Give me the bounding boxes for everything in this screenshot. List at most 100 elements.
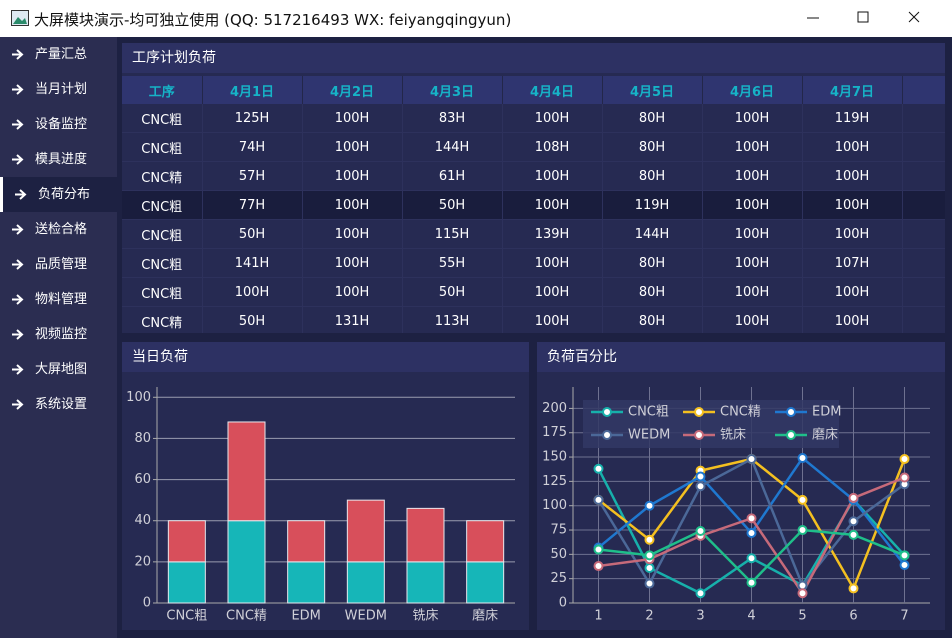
menu-item[interactable]: 大屏地图 — [0, 352, 117, 387]
table-cell: 100H — [802, 132, 903, 162]
legend-label: EDM — [812, 405, 841, 420]
table-cell: 100H — [302, 219, 403, 249]
menu-item[interactable]: 送检合格 — [0, 212, 117, 247]
table-cell: 83H — [402, 104, 503, 133]
menu-label: 系统设置 — [35, 397, 88, 412]
menu-item[interactable]: 负荷分布 — [0, 177, 117, 212]
panel-title: 当日负荷 — [122, 342, 529, 372]
menu-item[interactable]: 模具进度 — [0, 142, 117, 177]
column-header: 4月7日 — [802, 76, 903, 104]
table-cell: CNC粗 — [122, 132, 203, 162]
table-cell: CNC精 — [122, 161, 203, 191]
table-row[interactable]: CNC粗 77H 100H 50H 100H 119H 100H 100H — [122, 190, 945, 220]
window-title: 大屏模块演示-均可独立使用 (QQ: 517216493 WX: feiyang… — [34, 11, 512, 29]
point — [593, 561, 604, 572]
table-row[interactable]: CNC粗 125H 100H 83H 100H 80H 100H 119H — [122, 104, 945, 133]
bar-segment — [346, 561, 385, 604]
table-cell-empty — [902, 248, 945, 278]
table-cell-empty — [902, 219, 945, 249]
side-menu: 产量汇总 当月计划 设备监控 模具进度 负荷分布 送检合格 品质管理物料管理视频监控 大屏地图… — [0, 37, 117, 638]
line-panel: 负荷百分比 0 25 50 75 100 125 150 175 200 1 2 3 4 5 6 7 CNC粗 C… — [537, 342, 945, 630]
point — [644, 550, 655, 561]
table-cell: 139H — [502, 219, 603, 249]
table-cell: 100H — [302, 132, 403, 162]
table-cell: CNC粗 — [122, 190, 203, 220]
table-cell: CNC粗 — [122, 104, 203, 133]
table-cell: 80H — [602, 248, 703, 278]
point — [593, 463, 604, 474]
bar-segment — [466, 561, 505, 604]
table-row[interactable]: CNC精 50H 131H 113H 100H 80H 100H 100H — [122, 306, 945, 333]
table-cell: 100H — [702, 248, 803, 278]
point — [593, 494, 604, 505]
table-row[interactable]: CNC粗 141H 100H 55H 100H 80H 100H 107H — [122, 248, 945, 278]
point — [746, 577, 757, 588]
point — [695, 526, 706, 536]
menu-item[interactable]: 设备监控 — [0, 107, 117, 142]
x-tick-label: CNC粗 — [166, 609, 207, 624]
menu-item[interactable]: 物料管理 — [0, 282, 117, 317]
y-tick-label: 80 — [134, 431, 151, 446]
table-row[interactable]: CNC粗 74H 100H 144H 108H 80H 100H 100H — [122, 132, 945, 162]
menu-label: 物料管理 — [35, 292, 88, 307]
table-cell: 141H — [202, 248, 303, 278]
y-tick-label: 200 — [542, 401, 567, 416]
table-cell: CNC粗 — [122, 277, 203, 307]
table-cell-empty — [902, 104, 945, 133]
bar-segment — [466, 520, 505, 563]
table-cell: 100H — [702, 219, 803, 249]
menu-item[interactable]: 系统设置 — [0, 387, 117, 422]
table-cell: 80H — [602, 306, 703, 333]
arrow-icon — [12, 49, 24, 60]
table-cell: 119H — [802, 104, 903, 133]
table-cell: 100H — [702, 306, 803, 333]
point — [746, 553, 757, 564]
column-header: 4月1日 — [202, 76, 303, 104]
maximize-button[interactable] — [857, 11, 869, 23]
menu-item[interactable]: 品质管理 — [0, 247, 117, 282]
menu-item[interactable]: 视频监控 — [0, 317, 117, 352]
table-cell-empty — [902, 161, 945, 191]
bar-segment — [346, 499, 385, 563]
table-row[interactable]: CNC精 57H 100H 61H 100H 80H 100H 100H — [122, 161, 945, 191]
table-cell: 113H — [402, 306, 503, 333]
point — [644, 534, 655, 545]
table-cell: 80H — [602, 104, 703, 133]
table-cell: CNC粗 — [122, 248, 203, 278]
table-cell: 50H — [202, 306, 303, 333]
table-cell: 80H — [602, 161, 703, 191]
column-header: 4月4日 — [502, 76, 603, 104]
point — [848, 529, 859, 540]
y-tick-label: 75 — [550, 523, 567, 538]
table-cell: 107H — [802, 248, 903, 278]
y-tick-label: 0 — [559, 596, 567, 611]
column-header: 工序 — [122, 76, 203, 104]
legend-box — [583, 400, 839, 448]
legend-label: CNC精 — [720, 405, 761, 420]
table-cell: 115H — [402, 219, 503, 249]
close-button[interactable] — [908, 11, 920, 23]
table-cell: 144H — [402, 132, 503, 162]
legend-marker — [602, 430, 612, 440]
point — [695, 588, 706, 599]
bar-panel: 当日负荷 0 20 40 60 80 100 CNC粗 CNC精 EDM WEDM 铣床 磨床 — [122, 342, 529, 630]
column-header: 4月3日 — [402, 76, 503, 104]
table-row[interactable]: CNC粗 100H 100H 50H 100H 80H 100H 100H — [122, 277, 945, 307]
table-cell: 100H — [802, 219, 903, 249]
table-cell-empty — [902, 132, 945, 162]
bar-segment — [287, 520, 326, 563]
point — [797, 588, 808, 599]
menu-item[interactable]: 当月计划 — [0, 72, 117, 107]
arrow-icon — [12, 154, 24, 165]
table-row[interactable]: CNC粗 50H 100H 115H 139H 144H 100H 100H — [122, 219, 945, 249]
table-cell: 100H — [302, 190, 403, 220]
panel-title: 负荷百分比 — [537, 342, 945, 372]
table-cell: 100H — [302, 161, 403, 191]
x-tick-label: CNC精 — [226, 609, 267, 624]
x-tick-label: 2 — [645, 609, 653, 624]
legend-marker — [694, 430, 704, 440]
point — [899, 560, 910, 571]
menu-item[interactable]: 产量汇总 — [0, 37, 117, 72]
point — [848, 492, 859, 503]
